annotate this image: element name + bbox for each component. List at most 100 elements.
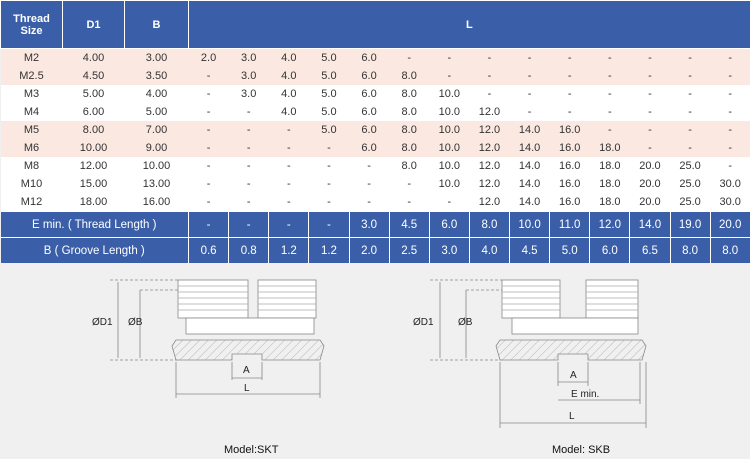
footer-value-cell: 10.0 xyxy=(509,211,551,238)
l-cell: 16.0 xyxy=(549,139,590,157)
d1-cell: 10.00 xyxy=(62,139,125,157)
l-cell: 10.0 xyxy=(429,103,470,121)
table-row: M10 15.00 13.00- - - - - -10.0 12.0 14.0 16.0 18.0 2… xyxy=(0,175,750,193)
d1-cell: 12.00 xyxy=(62,157,125,175)
l-cell: 16.0 xyxy=(549,175,590,193)
b-cell: 13.00 xyxy=(124,175,189,193)
l-cell: 5.0 xyxy=(308,48,349,67)
l-cell: - xyxy=(188,193,229,212)
l-cell: 8.0 xyxy=(389,67,430,85)
footer-value-cell: 1.2 xyxy=(268,237,310,263)
l-cell: 10.0 xyxy=(429,157,470,175)
l-cell: - xyxy=(429,67,470,85)
l-cell: 4.0 xyxy=(268,48,309,67)
l-cell: - xyxy=(228,139,269,157)
l-cell: 12.0 xyxy=(469,175,510,193)
l-cell: - xyxy=(188,139,229,157)
l-cell: 18.0 xyxy=(589,139,630,157)
b-cell: 9.00 xyxy=(124,139,189,157)
b-cell: 5.00 xyxy=(124,103,189,121)
l-cell: 30.0 xyxy=(710,175,750,193)
l-cell: - xyxy=(549,85,590,103)
l-cell: 10.0 xyxy=(429,175,470,193)
l-cell: 5.0 xyxy=(308,85,349,103)
l-cell: - xyxy=(670,67,711,85)
l-cell: 4.0 xyxy=(268,67,309,85)
footer-value-cell: 4.5 xyxy=(389,211,430,238)
l-cell: - xyxy=(188,175,229,193)
l-cell: 3.0 xyxy=(228,67,269,85)
skb-drawing xyxy=(430,279,647,428)
l-cell: 12.0 xyxy=(469,139,510,157)
footer-label: E min. ( Thread Length ) xyxy=(0,211,189,238)
l-cell: - xyxy=(589,85,630,103)
thread-size-cell: M10 xyxy=(0,175,63,193)
header-thread-size-line2: Size xyxy=(20,24,43,37)
l-cell: - xyxy=(188,67,229,85)
table-footer: E min. ( Thread Length ) - - - -3.0 4.5 6.0 8.0… xyxy=(0,211,750,263)
l-cell: 14.0 xyxy=(509,121,550,139)
footer-value-cell: 20.0 xyxy=(710,211,750,238)
l-cell: - xyxy=(228,193,269,212)
thread-size-cell: M2.5 xyxy=(0,67,63,85)
b-cell: 4.00 xyxy=(124,85,189,103)
l-cell: 14.0 xyxy=(509,193,550,212)
table-row: M3 5.00 4.00-3.0 4.0 5.0 6.0 8.0 10.0- - - - - - - xyxy=(0,85,750,103)
l-cell: - xyxy=(469,85,510,103)
b-cell: 10.00 xyxy=(124,157,189,175)
l-cell: - xyxy=(509,48,550,67)
l-cell: 14.0 xyxy=(509,175,550,193)
l-cell: 18.0 xyxy=(589,175,630,193)
l-cell: - xyxy=(670,103,711,121)
b-cell: 16.00 xyxy=(124,193,189,212)
l-cell: - xyxy=(349,175,390,193)
l-cell: - xyxy=(349,157,390,175)
b-cell: 3.50 xyxy=(124,67,189,85)
l-cell: 12.0 xyxy=(469,121,510,139)
l-cell: - xyxy=(589,48,630,67)
thread-size-cell: M12 xyxy=(0,193,63,212)
l-cell: - xyxy=(469,48,510,67)
d1-cell: 15.00 xyxy=(62,175,125,193)
d1-cell: 18.00 xyxy=(62,193,125,212)
l-cell: - xyxy=(509,85,550,103)
l-cell: 8.0 xyxy=(389,85,430,103)
footer-value-cell: 12.0 xyxy=(589,211,631,238)
l-cell: - xyxy=(589,121,630,139)
l-cell: - xyxy=(308,139,349,157)
footer-value-cell: 19.0 xyxy=(670,211,711,238)
l-cell: 14.0 xyxy=(509,157,550,175)
l-cell: 18.0 xyxy=(589,193,630,212)
technical-drawings: ØD1 ØB A L ØD1 ØB A E min. L Model:SKT M… xyxy=(92,279,647,456)
skb-b-label: ØB xyxy=(458,317,473,328)
b-cell: 3.00 xyxy=(124,48,189,67)
footer-value-cell: 8.0 xyxy=(710,237,750,263)
d1-cell: 5.00 xyxy=(62,85,125,103)
l-cell: 30.0 xyxy=(710,193,750,212)
d1-cell: 4.00 xyxy=(62,48,125,67)
l-cell: - xyxy=(670,85,711,103)
footer-value-cell: 0.8 xyxy=(228,237,270,263)
l-cell: - xyxy=(589,67,630,85)
header-d1: D1 xyxy=(62,0,125,49)
l-cell: - xyxy=(549,48,590,67)
l-cell: 16.0 xyxy=(549,157,590,175)
l-cell: 8.0 xyxy=(389,121,430,139)
l-cell: - xyxy=(228,103,269,121)
l-cell: - xyxy=(629,103,670,121)
l-cell: 5.0 xyxy=(308,103,349,121)
l-cell: - xyxy=(188,121,229,139)
l-cell: - xyxy=(549,67,590,85)
l-cell: - xyxy=(670,121,711,139)
l-cell: - xyxy=(268,139,309,157)
table-row: M2 4.00 3.00 2.0 3.0 4.0 5.0 6.0- - - - - - - - - xyxy=(0,48,750,67)
table-row: M8 12.00 10.00- - - - -8.0 10.0 12.0 14.0 16.0 18.0… xyxy=(0,157,750,175)
footer-value-cell: 6.0 xyxy=(429,211,470,238)
l-cell: - xyxy=(549,103,590,121)
footer-value-cell: 4.0 xyxy=(469,237,511,263)
thread-size-cell: M4 xyxy=(0,103,63,121)
footer-row: E min. ( Thread Length ) - - - -3.0 4.5 6.0 8.0… xyxy=(0,211,750,238)
l-cell: - xyxy=(268,121,309,139)
l-cell: - xyxy=(629,85,670,103)
footer-value-cell: 3.0 xyxy=(349,211,390,238)
